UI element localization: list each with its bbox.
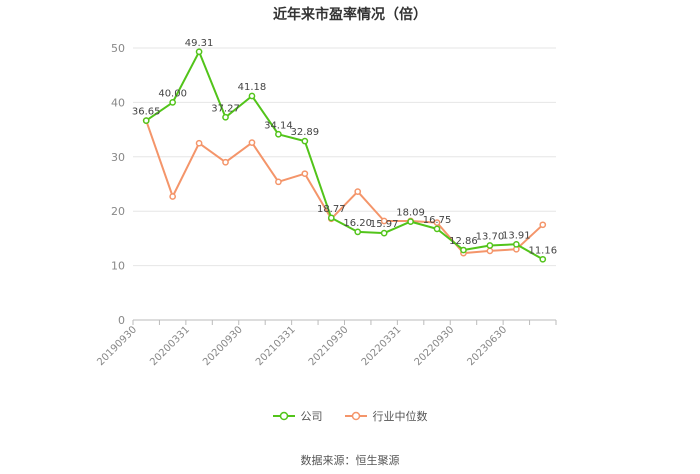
y-tick-label: 0: [118, 314, 125, 327]
x-tick-label: 20210930: [307, 324, 351, 368]
data-point-company: [275, 130, 282, 138]
x-tick-label: 20210331: [254, 324, 298, 368]
data-point-industry: [222, 158, 229, 166]
data-label: 36.65: [132, 107, 161, 118]
legend-marker-industry: [344, 411, 367, 421]
data-point-company: [327, 214, 335, 222]
data-label: 13.91: [502, 230, 531, 241]
series-line-industry: [145, 120, 544, 255]
legend-item-industry[interactable]: 行业中位数: [344, 408, 428, 424]
data-label: 32.89: [291, 127, 320, 138]
chart-title: 近年来市盈率情况（倍）: [273, 7, 427, 23]
data-label: 15.97: [370, 219, 399, 230]
x-tick-label: 20200331: [148, 324, 192, 368]
data-point-company: [195, 48, 203, 56]
legend-marker-company: [272, 411, 295, 421]
legend-label-company: 公司: [300, 410, 323, 423]
y-tick-label: 30: [111, 151, 125, 164]
y-tick-label: 20: [111, 205, 125, 218]
series-line-company: [145, 50, 544, 261]
data-source: 数据来源：恒生聚源: [300, 454, 400, 467]
data-point-industry: [380, 217, 388, 225]
data-point-company: [222, 113, 229, 121]
data-point-company: [248, 92, 256, 100]
legend-item-company[interactable]: 公司: [272, 408, 323, 424]
data-point-industry: [354, 188, 362, 195]
legend: 公司 行业中位数: [0, 408, 700, 424]
x-tick-label: 20220930: [413, 324, 457, 368]
data-point-industry: [486, 247, 494, 255]
data-point-industry: [301, 170, 309, 178]
data-point-industry: [433, 219, 441, 226]
x-tick-label: 20220331: [360, 324, 404, 368]
data-label: 13.70: [476, 231, 505, 242]
data-point-industry: [275, 178, 282, 186]
data-point-industry: [248, 139, 256, 147]
y-tick-label: 40: [111, 96, 125, 109]
data-point-company: [169, 99, 177, 106]
y-tick-label: 50: [111, 42, 125, 55]
data-label: 18.09: [396, 208, 425, 219]
x-tick-label: 20190930: [95, 324, 139, 368]
data-point-company: [460, 246, 467, 254]
data-label: 49.31: [185, 38, 214, 49]
data-point-company: [512, 240, 520, 248]
x-tick-label: 20200930: [201, 324, 245, 368]
data-point-company: [539, 255, 547, 263]
data-label: 12.86: [449, 236, 478, 247]
data-point-industry: [195, 139, 203, 147]
y-tick-label: 10: [111, 260, 125, 273]
data-point-company: [301, 137, 309, 145]
data-point-company: [407, 218, 414, 225]
data-label: 40.00: [158, 88, 187, 99]
data-label: 34.14: [264, 120, 293, 131]
data-label: 37.27: [211, 103, 240, 114]
data-point-company: [380, 229, 388, 237]
data-point-industry: [539, 221, 547, 229]
data-point-company: [354, 228, 362, 236]
legend-label-industry: 行业中位数: [372, 410, 428, 423]
data-point-company: [142, 117, 150, 124]
data-label: 11.16: [528, 245, 557, 256]
data-point-company: [486, 242, 494, 249]
data-label: 16.20: [343, 218, 372, 229]
data-point-industry: [169, 193, 177, 200]
x-tick-label: 20230630: [465, 324, 509, 368]
data-label: 16.75: [423, 215, 452, 226]
data-label: 18.77: [317, 204, 346, 215]
data-label: 41.18: [238, 82, 267, 93]
data-point-company: [433, 225, 441, 233]
